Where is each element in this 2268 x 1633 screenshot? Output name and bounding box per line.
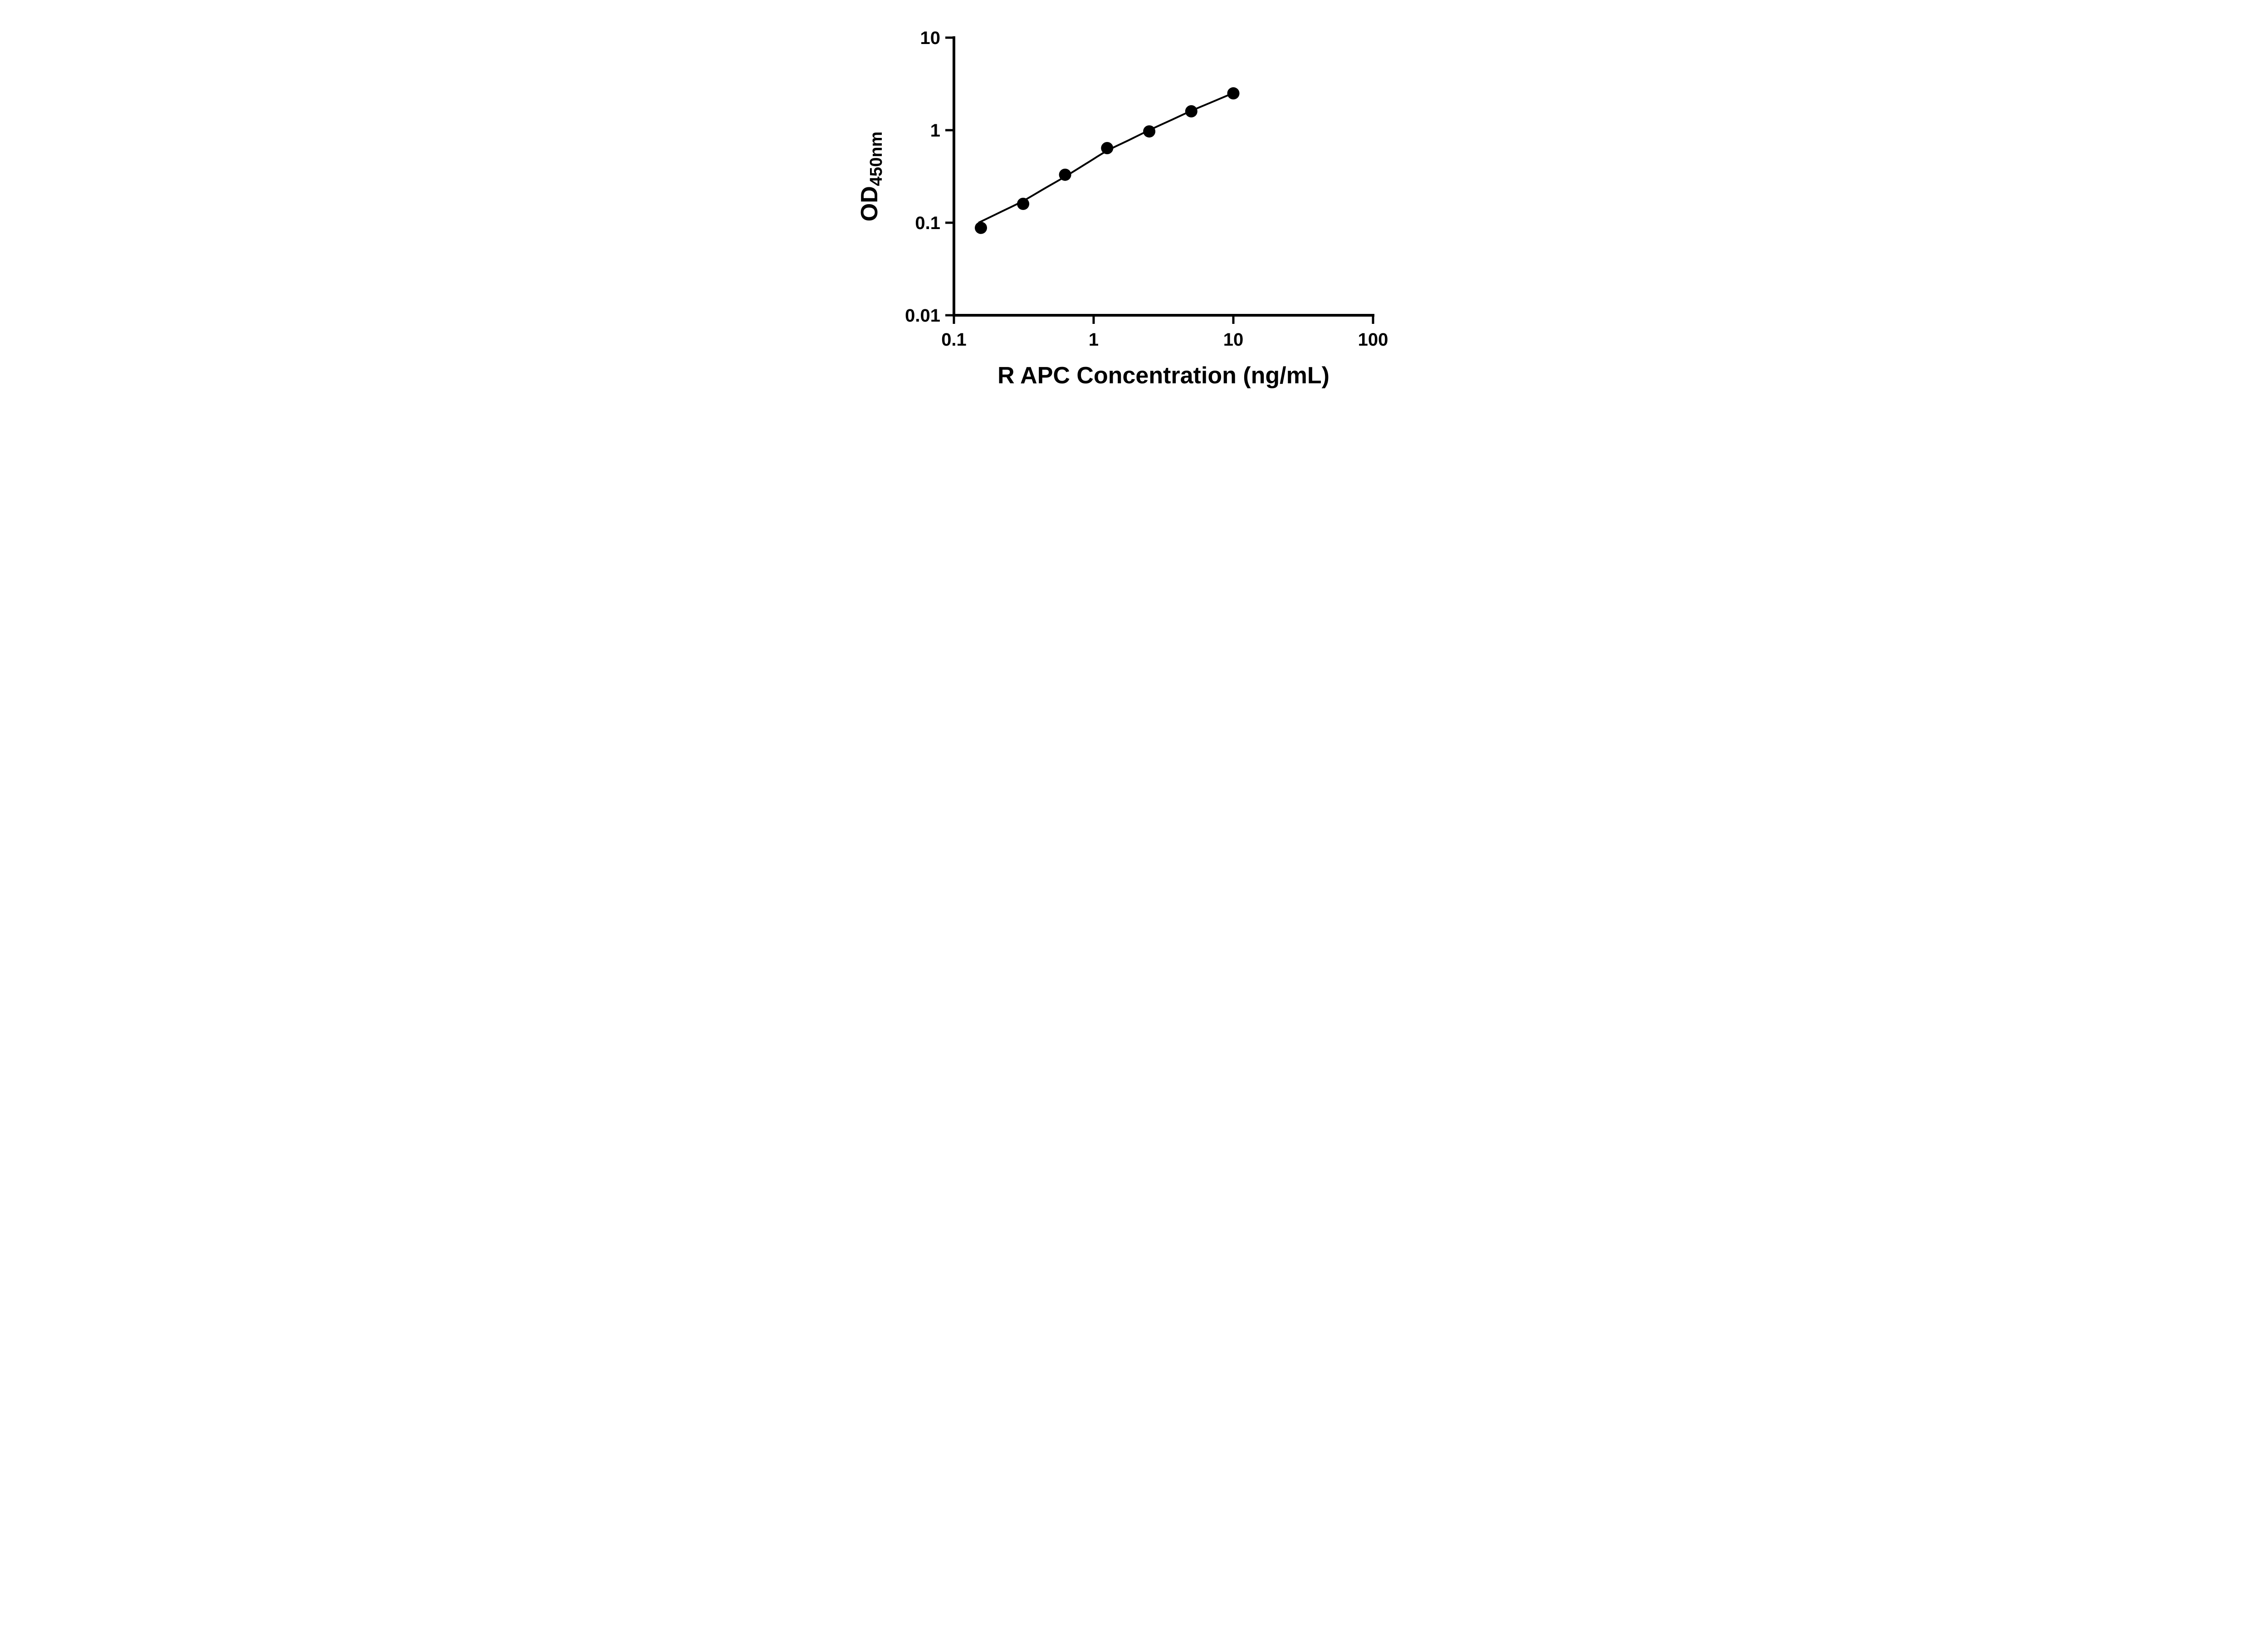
y-axis-title-sub: 450nm [867, 132, 886, 186]
data-point [1227, 87, 1239, 100]
x-tick-label: 10 [1223, 330, 1243, 350]
y-axis-title: OD450nm [856, 132, 886, 221]
y-tick-label: 10 [920, 28, 940, 48]
x-tick-label: 1 [1088, 330, 1098, 350]
y-tick-label: 0.1 [915, 213, 940, 233]
data-point [1059, 168, 1071, 181]
data-point [974, 221, 987, 234]
data-point [1185, 105, 1198, 117]
y-tick-label: 0.01 [905, 306, 940, 326]
data-point [1143, 125, 1155, 138]
axis-spine [952, 36, 1374, 317]
y-tick-label: 1 [930, 121, 940, 141]
data-point [1100, 142, 1113, 154]
elisa-standard-curve-figure: 0.1 1 10 100 0.01 0.1 1 10 R APC Concentration … [842, 0, 1426, 408]
x-tick-label: 0.1 [941, 330, 967, 350]
data-point [1017, 197, 1029, 210]
y-axis-title-main: OD [856, 186, 883, 221]
x-axis-title: R APC Concentration (ng/mL) [997, 362, 1330, 389]
x-tick-label: 100 [1358, 330, 1388, 350]
